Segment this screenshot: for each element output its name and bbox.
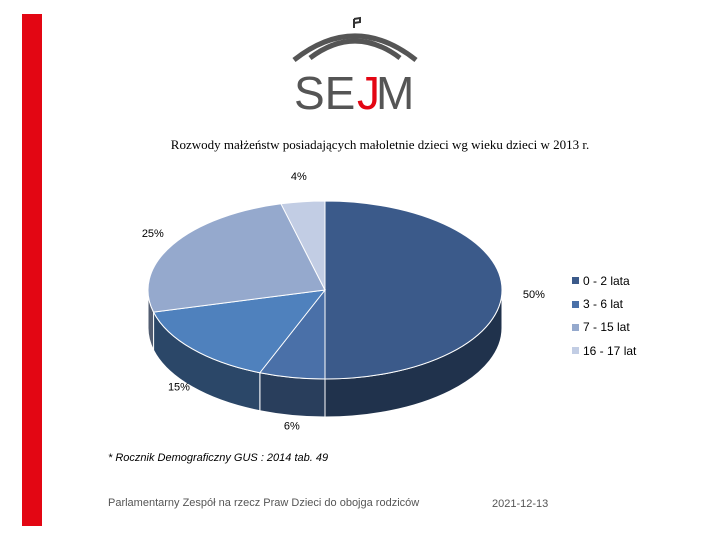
logo-text-se: SE [294, 67, 355, 119]
pie-label-1: 50% [523, 289, 545, 301]
logo-flag-icon [353, 16, 361, 28]
red-accent-bar [22, 14, 42, 526]
pie-top-slices [147, 200, 503, 380]
sejm-logo: SE J M [292, 16, 418, 119]
legend-swatch-4 [572, 347, 579, 355]
chart-legend: 0 - 2 lata 3 - 6 lat 7 - 15 lat 16 - 17 lat [572, 269, 712, 363]
legend-label-3: 7 - 15 lat [583, 320, 630, 335]
source-note: * Rocznik Demograficzny GUS : 2014 tab. … [108, 452, 329, 464]
logo-text-j: J [357, 67, 380, 119]
pie-slice-5 [280, 200, 326, 291]
legend-item-1: 0 - 2 lata [572, 269, 712, 292]
pie-slice-1 [324, 200, 503, 380]
pie-side-2 [259, 372, 326, 418]
legend-item-2: 3 - 6 lat [572, 292, 712, 315]
pie-slice-3 [152, 289, 327, 374]
chart-title: Rozwody małżeństw posiadających małoletn… [170, 137, 590, 152]
pie-data-labels: 50% 6% 15% 25% 4% [142, 171, 545, 433]
pie-3d-sides [147, 289, 503, 418]
pie-slice-4 [147, 203, 326, 313]
legend-label-2: 3 - 6 lat [583, 297, 624, 312]
logo-dome-arc-inner [308, 38, 402, 60]
legend-item-3: 7 - 15 lat [572, 316, 712, 339]
footer-organization: Parlamentarny Zespół na rzecz Praw Dziec… [108, 497, 420, 509]
legend-swatch-2 [572, 300, 579, 308]
pie-label-5: 4% [291, 171, 307, 183]
logo-dome-arc-outer [292, 33, 418, 62]
pie-label-2: 6% [284, 420, 300, 432]
logo-text-m: M [376, 67, 414, 119]
legend-item-4: 16 - 17 lat [572, 339, 712, 362]
legend-swatch-1 [572, 277, 579, 285]
pie-label-4: 25% [142, 228, 164, 240]
legend-label-4: 16 - 17 lat [583, 343, 637, 358]
legend-swatch-3 [572, 323, 579, 331]
pie-label-3: 15% [168, 382, 190, 394]
footer-date: 2021-12-13 [492, 498, 549, 510]
legend-label-1: 0 - 2 lata [583, 273, 630, 288]
